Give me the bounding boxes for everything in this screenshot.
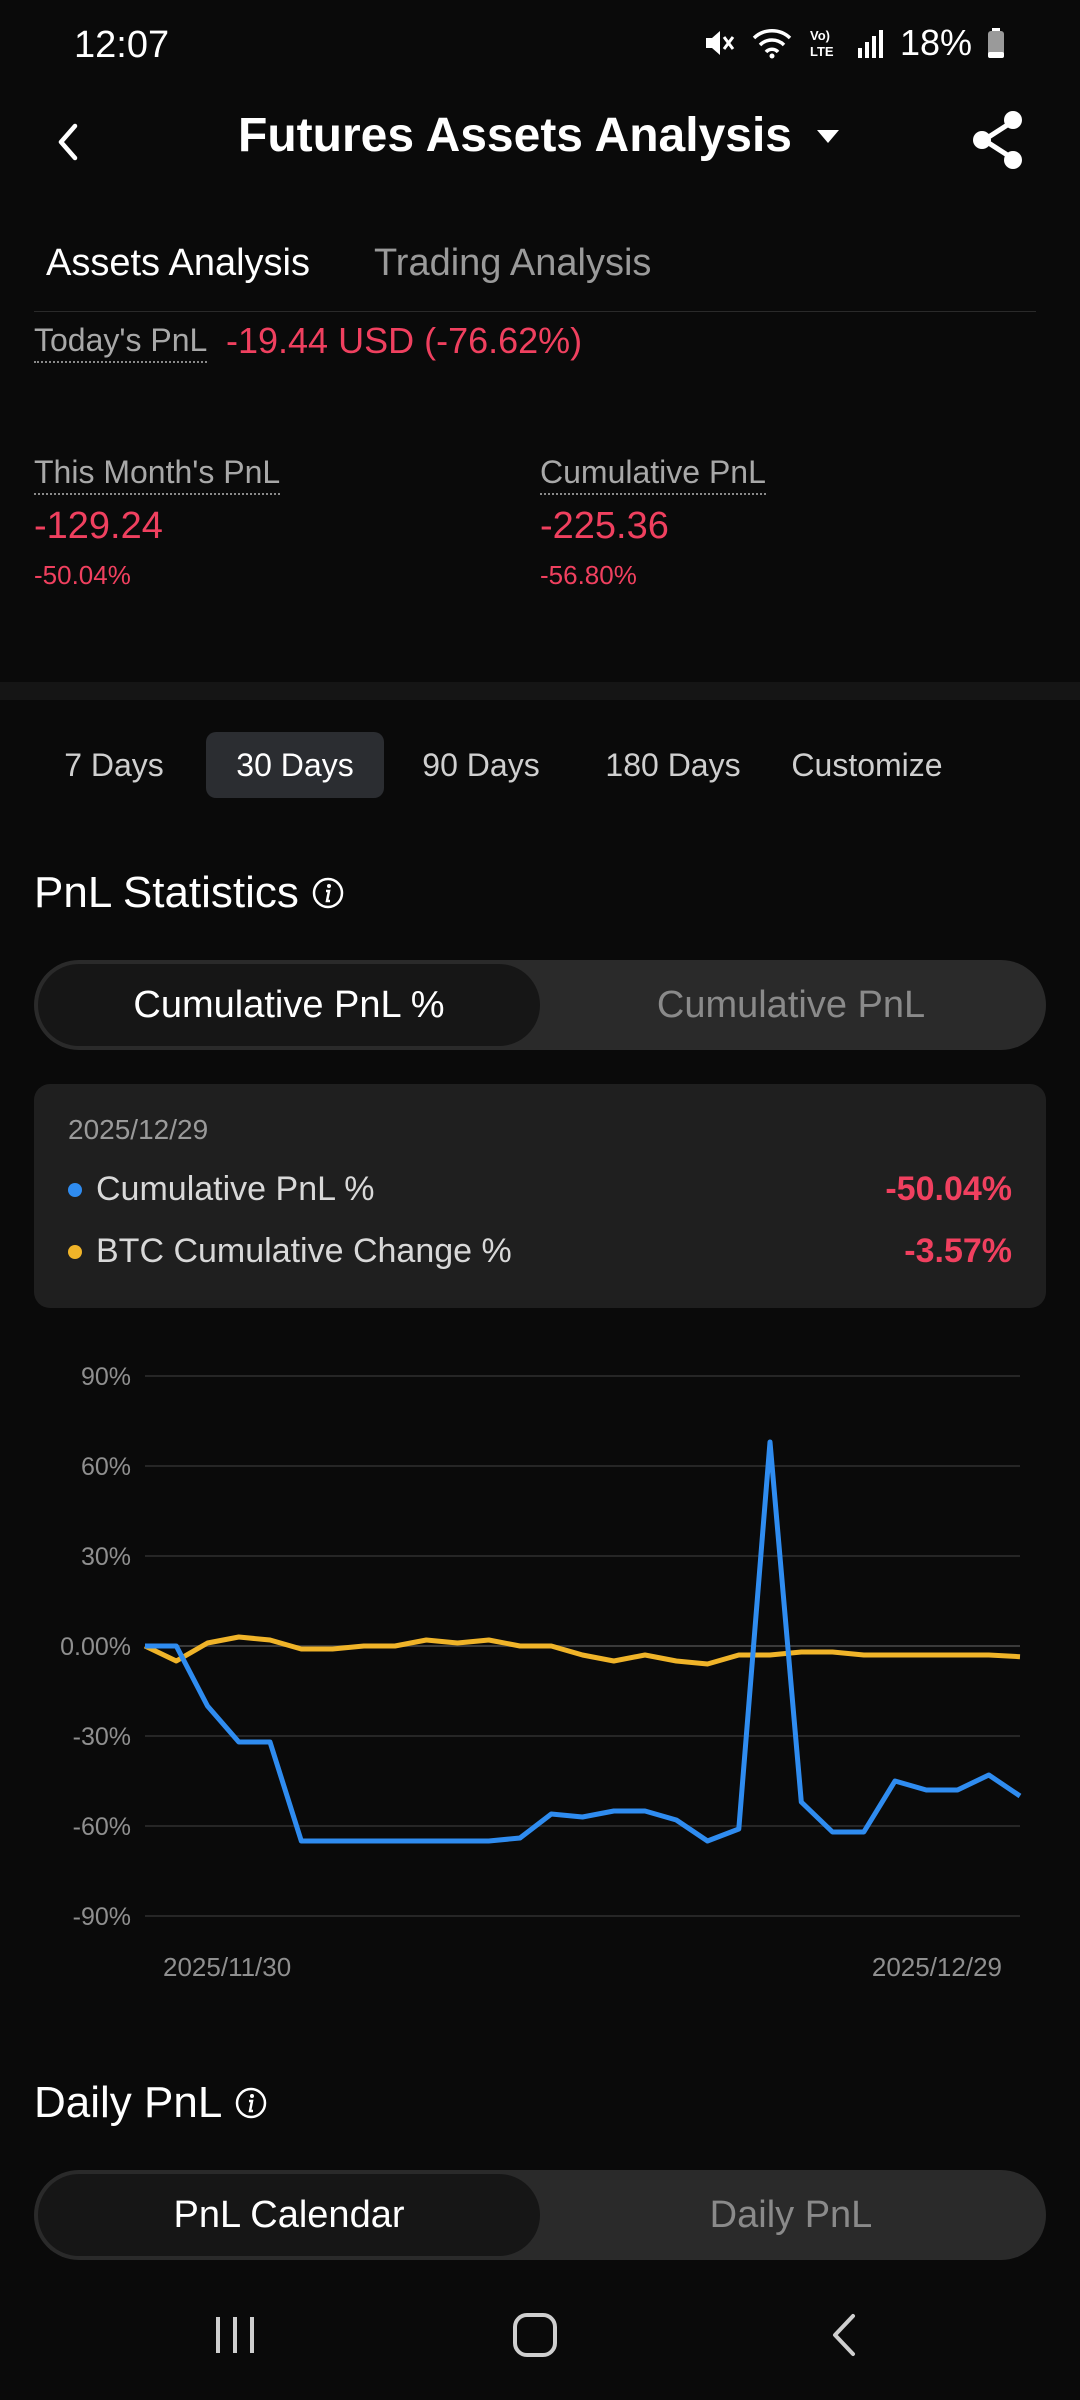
y-tick-label: -30% [73, 1723, 131, 1751]
share-button[interactable] [968, 108, 1028, 172]
status-icons: Vo) LTE 18% [702, 22, 1006, 64]
svg-text:LTE: LTE [810, 44, 834, 59]
recent-apps-button[interactable] [190, 2300, 280, 2370]
today-pnl-value: -19.44 USD (-76.62%) [226, 320, 583, 361]
cumulative-pnl-label[interactable]: Cumulative PnL [540, 454, 766, 495]
battery-percent: 18% [899, 22, 972, 63]
x-tick-label: 2025/11/30 [163, 1952, 291, 1982]
month-pnl-label[interactable]: This Month's PnL [34, 454, 281, 495]
page-title: Futures Assets Analysis [238, 109, 792, 162]
chart-tooltip: 2025/12/29 Cumulative PnL % -50.04% BTC … [34, 1084, 1046, 1308]
wifi-icon [752, 29, 792, 59]
series-line [145, 1439, 1022, 1844]
daily-pnl-title: Daily PnL [34, 2078, 223, 2127]
recent-apps-icon [216, 2317, 254, 2353]
segment-daily-pnl[interactable]: Daily PnL [709, 2193, 873, 2236]
range-selector: 7 Days 30 Days 90 Days 180 Days Customiz… [34, 732, 952, 798]
tooltip-label: Cumulative PnL % [96, 1170, 375, 1208]
range-7-days[interactable]: 7 Days [64, 746, 164, 783]
legend-dot-blue [68, 1182, 82, 1197]
home-icon [513, 2313, 557, 2357]
cumulative-pnl-value: -225.36 [540, 505, 669, 547]
info-icon[interactable] [311, 876, 345, 910]
tooltip-date: 2025/12/29 [68, 1114, 209, 1145]
legend-dot-yellow [68, 1244, 82, 1259]
caret-down-icon [817, 129, 839, 143]
section-divider [0, 682, 1080, 700]
daily-pnl-heading: Daily PnL [34, 2078, 268, 2128]
y-tick-label: 60% [81, 1453, 131, 1481]
range-180-days[interactable]: 180 Days [605, 746, 741, 783]
tooltip-value: -3.57% [904, 1232, 1012, 1270]
signal-icon [857, 30, 883, 58]
back-button[interactable] [44, 112, 92, 172]
title-dropdown[interactable]: Futures Assets Analysis [0, 108, 1080, 163]
tooltip-value: -50.04% [885, 1170, 1012, 1208]
segment-cumulative-pnl-percent[interactable]: Cumulative PnL % [38, 964, 540, 1046]
pnl-statistics-heading: PnL Statistics [34, 868, 345, 918]
y-tick-label: -90% [73, 1903, 131, 1931]
range-customize[interactable]: Customize [791, 746, 943, 783]
today-pnl-label[interactable]: Today's PnL [34, 322, 208, 363]
x-tick-label: 2025/12/29 [872, 1952, 1002, 1982]
segment-cumulative-pnl[interactable]: Cumulative PnL [656, 983, 926, 1026]
pnl-stats-segmented-control: Cumulative PnL % Cumulative PnL [34, 960, 1046, 1050]
y-tick-label: 90% [81, 1363, 131, 1391]
tooltip-row-pnl: Cumulative PnL % -50.04% [68, 1170, 1012, 1209]
y-tick-label: -60% [73, 1813, 131, 1841]
tab-trading-analysis[interactable]: Trading Analysis [374, 242, 652, 284]
share-icon [973, 111, 1022, 169]
tooltip-label: BTC Cumulative Change % [96, 1232, 512, 1270]
y-tick-label: 30% [81, 1543, 131, 1571]
y-tick-label: 0.00% [60, 1633, 131, 1661]
range-90-days[interactable]: 90 Days [422, 746, 540, 783]
tooltip-row-btc: BTC Cumulative Change % -3.57% [68, 1232, 1012, 1271]
series-line [143, 1634, 1021, 1667]
status-time: 12:07 [74, 24, 170, 66]
tab-assets-analysis[interactable]: Assets Analysis [46, 242, 310, 284]
nav-back-button[interactable] [800, 2300, 890, 2370]
mute-icon [705, 31, 735, 55]
segment-pnl-calendar[interactable]: PnL Calendar [38, 2174, 540, 2256]
chevron-left-icon [58, 123, 78, 161]
range-30-days[interactable]: 30 Days [206, 732, 384, 798]
month-pnl-value: -129.24 [34, 505, 163, 547]
tab-divider [34, 311, 1036, 312]
volte-icon: Vo) LTE [810, 28, 834, 59]
month-pnl-percent: -50.04% [34, 560, 131, 590]
svg-text:Vo): Vo) [810, 28, 830, 43]
info-icon[interactable] [234, 2086, 268, 2120]
daily-pnl-segmented-control: PnL Calendar Daily PnL [34, 2170, 1046, 2260]
pnl-line-chart[interactable]: 90% 60% 30% 0.00% -30% -60% -90% 2025/11/30 2025… [0, 1340, 1080, 2000]
back-icon [833, 2314, 855, 2356]
cumulative-pnl-percent: -56.80% [540, 560, 637, 590]
home-button[interactable] [490, 2300, 580, 2370]
pnl-statistics-title: PnL Statistics [34, 868, 299, 917]
battery-icon [988, 28, 1004, 58]
